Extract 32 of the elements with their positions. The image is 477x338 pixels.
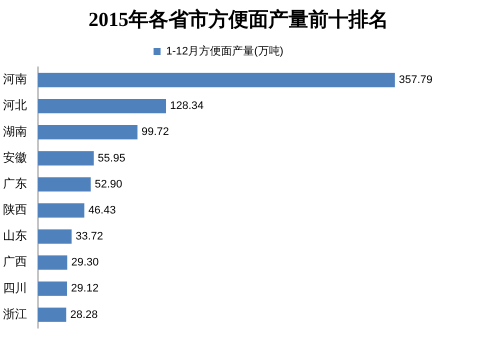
data-label: 52.90 xyxy=(94,178,122,190)
data-label: 28.28 xyxy=(70,308,98,321)
bar xyxy=(38,125,138,140)
y-tick-label: 广东 xyxy=(3,176,27,190)
data-label: 99.72 xyxy=(141,126,169,138)
y-tick-label: 广西 xyxy=(3,254,27,269)
data-label: 46.43 xyxy=(88,204,116,216)
data-label: 29.12 xyxy=(71,282,99,295)
data-label: 128.34 xyxy=(170,100,204,112)
y-tick-label: 山东 xyxy=(3,228,27,243)
bar xyxy=(38,255,68,270)
bar xyxy=(38,151,94,166)
data-label: 357.79 xyxy=(398,74,433,86)
data-label: 29.30 xyxy=(71,256,99,269)
bar xyxy=(38,308,66,322)
bar xyxy=(38,177,91,192)
y-tick-label: 陕西 xyxy=(3,202,27,217)
bar xyxy=(38,229,72,244)
chart-title: 2015年各省市方便面产量前十排名 xyxy=(88,8,390,33)
bar xyxy=(38,282,68,296)
data-label: 33.72 xyxy=(76,230,104,243)
y-tick-label: 浙江 xyxy=(3,306,27,321)
y-tick-label: 河南 xyxy=(3,72,27,86)
y-tick-label: 湖南 xyxy=(3,124,27,138)
bar xyxy=(38,72,395,88)
bar xyxy=(38,98,166,114)
legend-label: 1-12月方便面产量(万吨) xyxy=(166,44,284,58)
data-label: 55.95 xyxy=(98,152,126,164)
bar xyxy=(38,203,84,218)
y-tick-label: 安徽 xyxy=(3,150,27,164)
y-tick-label: 四川 xyxy=(3,280,27,295)
y-tick-label: 河北 xyxy=(3,98,27,112)
